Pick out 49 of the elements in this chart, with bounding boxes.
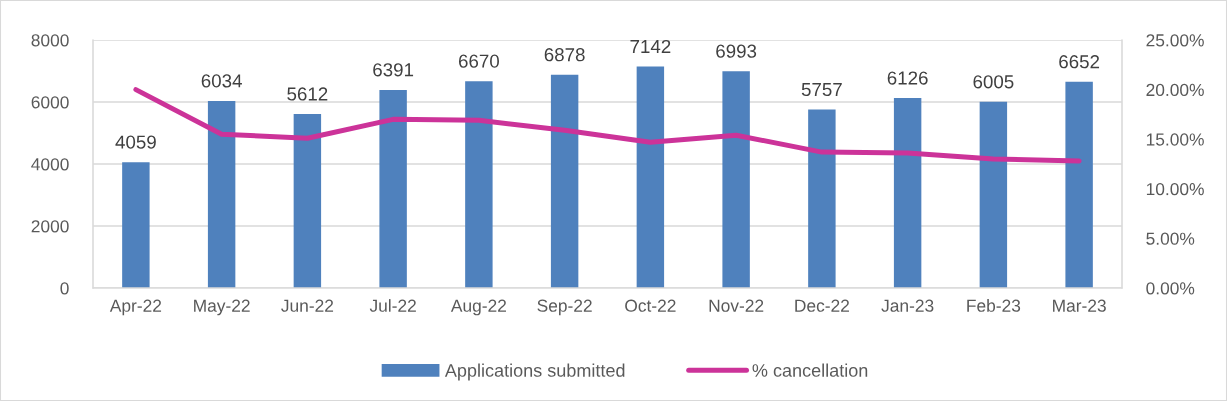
data-label: 5612 <box>287 87 328 101</box>
bar <box>722 71 750 288</box>
legend-label: % cancellation <box>752 363 868 377</box>
y-tick-label: 2000 <box>31 220 69 233</box>
y-tick-label: 4000 <box>31 158 69 171</box>
data-label: 6005 <box>973 75 1014 89</box>
bar <box>122 162 150 288</box>
y2-tick-label: 15.00% <box>1146 133 1204 146</box>
y-tick-label: 8000 <box>31 34 69 47</box>
y2-tick-label: 20.00% <box>1146 83 1204 97</box>
x-tick-label: Apr-22 <box>109 299 162 316</box>
bar <box>979 101 1008 288</box>
bar <box>465 81 493 288</box>
legend-label: Applications submitted <box>444 363 625 381</box>
data-label: 7142 <box>630 39 671 53</box>
data-label: 6391 <box>373 63 414 77</box>
y-tick-label: 6000 <box>31 96 69 109</box>
bar <box>636 66 665 288</box>
data-label: 5757 <box>801 83 842 97</box>
bar <box>379 89 407 288</box>
x-tick-label: Mar-23 <box>1053 299 1106 312</box>
data-label: 6652 <box>1059 55 1100 69</box>
y2-tick-label: 25.00% <box>1146 34 1204 47</box>
x-tick-label: Dec-22 <box>795 299 849 312</box>
y2-tick-label: 10.00% <box>1146 182 1204 196</box>
bar <box>293 114 322 288</box>
x-tick-label: Nov-22 <box>709 299 764 312</box>
x-tick-label: Jul-22 <box>369 299 416 312</box>
x-tick-label: Oct-22 <box>625 299 676 312</box>
x-tick-label: Aug-22 <box>450 299 506 316</box>
y2-tick-label: 5.00% <box>1146 232 1195 245</box>
y2-tick-label: 0.00% <box>1146 282 1195 295</box>
bar <box>1065 81 1093 288</box>
bar <box>550 74 579 288</box>
bar <box>893 98 922 288</box>
data-label: 6878 <box>544 48 585 62</box>
y-tick-label: 0 <box>60 282 69 295</box>
data-label: 6034 <box>201 74 242 88</box>
x-tick-label: Jan-23 <box>881 299 934 312</box>
data-label: 6670 <box>458 54 499 68</box>
x-tick-label: May-22 <box>194 299 250 316</box>
x-tick-label: Jun-22 <box>281 299 334 312</box>
bar <box>207 100 236 288</box>
x-tick-label: Sep-22 <box>537 299 592 316</box>
data-label: 4059 <box>115 135 156 149</box>
bar <box>808 109 836 288</box>
data-label: 6993 <box>716 44 757 58</box>
data-label: 6126 <box>887 71 928 85</box>
x-tick-label: Feb-23 <box>967 299 1021 312</box>
